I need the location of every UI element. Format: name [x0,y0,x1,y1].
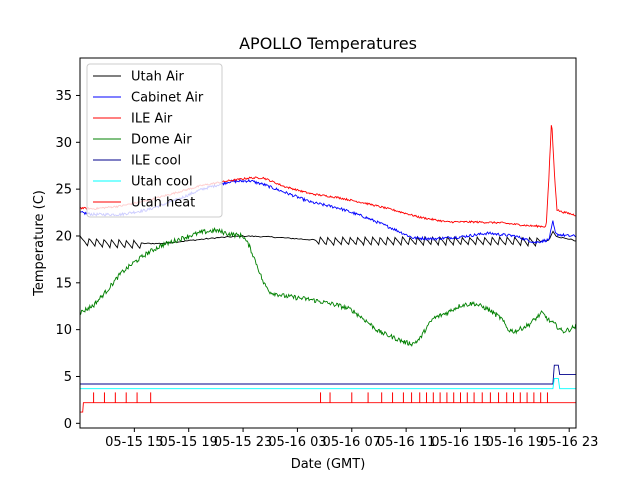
y-axis-label: Temperature (C) [32,190,47,297]
y-tick-label: 15 [55,276,72,291]
y-tick-label: 0 [64,417,72,432]
series-line-ile-cool [80,364,576,385]
series-layer [80,125,576,413]
x-tick-label: 05-16 23 [540,435,598,450]
legend-label: ILE Air [131,112,173,127]
chart-title: APOLLO Temperatures [239,34,417,53]
y-tick-label: 5 [64,370,72,385]
x-tick-label: 05-16 07 [323,435,381,450]
series-line-dome-air [80,227,576,347]
legend-label: Utah Air [131,70,184,85]
series-line-utah-air [80,230,576,250]
legend-box [86,63,223,218]
x-axis-label: Date (GMT) [291,457,366,472]
legend-label: Utah cool [131,175,193,190]
y-tick-label: 25 [55,183,72,198]
x-tick-label: 05-15 15 [105,435,163,450]
series-line-utah-cool [80,377,576,390]
y-axis-ticks: 0 5 10 15 20 25 30 35 [55,89,80,432]
x-tick-label: 05-16 11 [377,435,435,450]
x-tick-label: 05-16 03 [268,435,326,450]
legend-label: Utah heat [131,196,195,211]
legend-label: Dome Air [131,133,192,148]
legend-label: ILE cool [131,154,181,169]
y-tick-label: 10 [55,323,72,338]
y-tick-label: 35 [55,89,72,104]
x-tick-label: 05-16 19 [486,435,544,450]
y-tick-label: 30 [55,136,72,151]
x-tick-label: 05-15 19 [159,435,217,450]
axes-frame [79,57,577,429]
x-tick-label: 05-16 15 [431,435,489,450]
y-tick-label: 20 [55,229,72,244]
x-tick-label: 05-15 23 [214,435,272,450]
legend: Utah Air Cabinet Air ILE Air Dome Air ILE co… [86,63,223,218]
legend-label: Cabinet Air [131,91,204,106]
